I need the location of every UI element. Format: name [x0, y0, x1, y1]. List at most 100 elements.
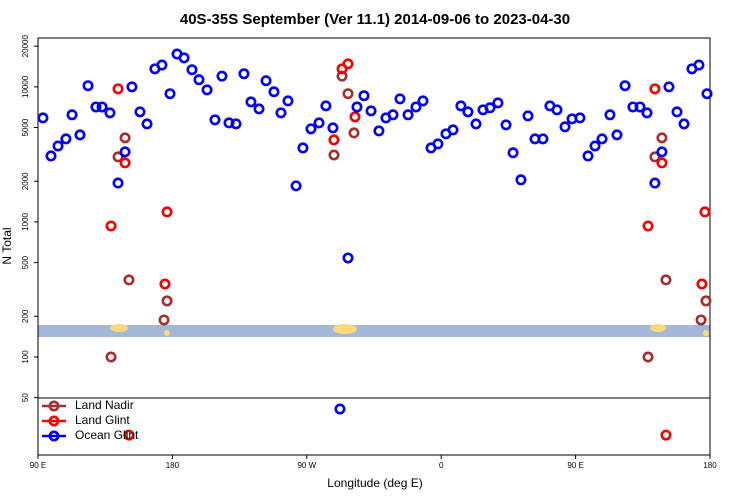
point [193, 74, 205, 86]
point [186, 64, 198, 76]
point [611, 129, 623, 141]
point [642, 220, 654, 232]
legend-label: Ocean Glint [75, 428, 139, 442]
point [447, 124, 459, 136]
point [158, 314, 170, 326]
land-shape [164, 330, 170, 336]
point [342, 252, 354, 264]
y-tick-label: 20000 [21, 35, 30, 58]
point [596, 133, 608, 145]
point [119, 157, 131, 169]
legend-marker [48, 415, 60, 427]
point [82, 80, 94, 92]
point [119, 132, 131, 144]
point [245, 96, 257, 108]
point [619, 80, 631, 92]
y-tick-label: 1000 [21, 212, 30, 230]
plot-frame [37, 37, 711, 456]
x-tick-label: 180 [703, 461, 717, 470]
point [402, 109, 414, 121]
legend-marker [48, 430, 60, 442]
point [297, 142, 309, 154]
point [216, 70, 228, 82]
point [410, 101, 422, 113]
point [700, 295, 712, 307]
legend-label: Land Glint [75, 413, 130, 427]
point [515, 174, 527, 186]
legend-label: Land Nadir [75, 398, 134, 412]
point [313, 117, 325, 129]
point [500, 119, 512, 131]
y-tick-label: 50 [21, 393, 30, 402]
point [156, 59, 168, 71]
legend-marker [48, 400, 60, 412]
y-tick-label: 500 [21, 255, 30, 269]
point [455, 100, 467, 112]
point [60, 133, 72, 145]
point [104, 107, 116, 119]
point [260, 75, 272, 87]
point [551, 104, 563, 116]
point [641, 107, 653, 119]
point [253, 103, 265, 115]
point [74, 129, 86, 141]
point [365, 105, 377, 117]
point [45, 150, 57, 162]
x-tick-label: 90 E [30, 461, 46, 470]
point [701, 88, 713, 100]
point [559, 121, 571, 133]
point [334, 403, 346, 415]
point [230, 118, 242, 130]
point [238, 68, 250, 80]
point [112, 151, 124, 163]
point [522, 110, 534, 122]
point [320, 100, 332, 112]
x-tick-label: 90 W [297, 461, 316, 470]
point [348, 127, 360, 139]
point [660, 274, 672, 286]
chart-title: 40S-35S September (Ver 11.1) 2014-09-06 … [180, 11, 570, 28]
point [696, 278, 708, 290]
point [37, 112, 49, 124]
y-tick-label: 200 [21, 309, 30, 323]
point [373, 125, 385, 137]
x-tick-label: 90 E [567, 461, 583, 470]
point [432, 138, 444, 150]
point [123, 429, 135, 441]
point [119, 146, 131, 158]
y-tick-label: 100 [21, 350, 30, 364]
land-shape [703, 330, 709, 336]
point [678, 118, 690, 130]
x-axis-label: Longitude (deg E) [327, 476, 422, 490]
point [695, 314, 707, 326]
point [305, 123, 317, 135]
point [201, 84, 213, 96]
point [417, 95, 429, 107]
point [537, 133, 549, 145]
point [327, 122, 339, 134]
point [582, 150, 594, 162]
point [209, 114, 221, 126]
point [52, 140, 64, 152]
point [656, 157, 668, 169]
point [90, 101, 102, 113]
point [105, 351, 117, 363]
x-tick-label: 180 [166, 461, 180, 470]
point [268, 86, 280, 98]
point [159, 278, 171, 290]
point [290, 180, 302, 192]
point [112, 83, 124, 95]
point [105, 220, 117, 232]
point [462, 106, 474, 118]
point [656, 132, 668, 144]
point [126, 81, 138, 93]
point [642, 351, 654, 363]
y-axis-label: N Total [0, 227, 14, 264]
point [342, 88, 354, 100]
point [507, 147, 519, 159]
land-shape [110, 324, 128, 332]
point [282, 95, 294, 107]
point [134, 106, 146, 118]
